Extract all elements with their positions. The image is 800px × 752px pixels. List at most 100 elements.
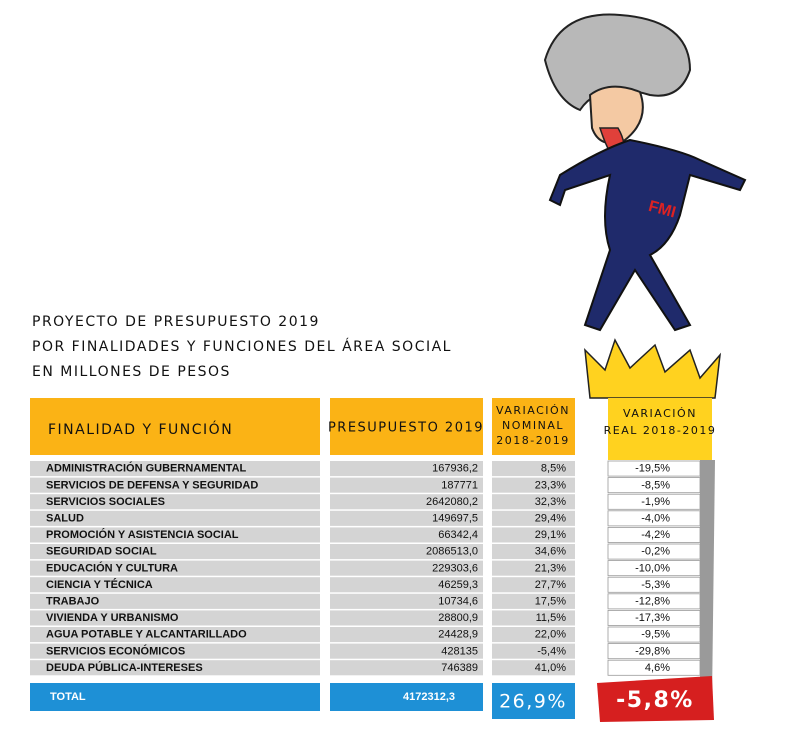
nominal-value: 21,3% [535, 562, 566, 574]
header-cell [30, 398, 320, 455]
row-cell [492, 527, 575, 543]
title-line: EN MILLONES DE PESOS [32, 364, 231, 380]
row-cell [330, 494, 483, 510]
row-cell [30, 627, 320, 643]
header-label: REAL 2018-2019 [604, 424, 717, 437]
header-label: NOMINAL [502, 419, 564, 432]
row-cell [30, 494, 320, 510]
nominal-value: 11,5% [536, 612, 567, 624]
budget-value: 167936,2 [432, 463, 478, 475]
row-cell [30, 544, 320, 560]
budget-value: 428135 [441, 645, 478, 657]
function-name: PROMOCIÓN Y ASISTENCIA SOCIAL [46, 528, 239, 541]
real-value: -19,5% [635, 463, 670, 475]
row-cell [492, 593, 575, 609]
header-label: 2018-2019 [496, 434, 569, 447]
row-cell [607, 477, 701, 494]
shirt-text: FMI [647, 198, 678, 222]
total-budget: 4172312,3 [403, 691, 455, 703]
header-label: PRESUPUESTO 2019 [328, 421, 484, 436]
row-cell [492, 577, 575, 593]
row-cell [607, 560, 701, 577]
nominal-value: 27,7% [535, 579, 566, 591]
header-cell [608, 398, 712, 460]
header-label: VARIACIÓN [496, 404, 570, 417]
row-cell [330, 643, 483, 659]
row-cell [330, 510, 483, 526]
row-cell [607, 527, 701, 543]
row-cell [30, 510, 320, 526]
row-cell [30, 593, 320, 609]
nominal-value: -5,4% [537, 645, 566, 657]
row-cell [30, 610, 320, 626]
row-cell [30, 527, 320, 543]
row-cell [330, 461, 483, 477]
header-cell [492, 398, 575, 455]
budget-value: 10734,6 [438, 596, 478, 608]
row-cell [607, 610, 701, 626]
row-cell [30, 643, 320, 659]
title-line: POR FINALIDADES Y FUNCIONES DEL ÁREA SOC… [32, 338, 452, 355]
real-value: -4,0% [641, 513, 670, 525]
nominal-value: 34,6% [535, 546, 566, 558]
row-cell [330, 477, 483, 493]
cartoon: FMI [543, 13, 747, 700]
function-name: SALUD [46, 513, 84, 525]
row-cell [492, 560, 575, 576]
title: PROYECTO DE PRESUPUESTO 2019 POR FINALIDA… [32, 314, 452, 380]
total-real: -5,8% [616, 688, 694, 713]
real-value: -0,2% [641, 546, 670, 558]
function-name: AGUA POTABLE Y ALCANTARILLADO [46, 629, 247, 641]
row-cell [330, 544, 483, 560]
nominal-value: 23,3% [535, 479, 566, 491]
function-name: VIVIENDA Y URBANISMO [46, 612, 179, 624]
row-cell [30, 660, 320, 676]
row-cell [330, 560, 483, 576]
real-value: -12,8% [635, 596, 670, 608]
real-value: -1,9% [641, 496, 670, 508]
row-cell [607, 460, 701, 477]
budget-value: 149697,5 [432, 513, 478, 525]
nominal-value: 8,5% [541, 463, 566, 475]
row-cell [330, 627, 483, 643]
budget-value: 28800,9 [438, 612, 478, 624]
header-cell [330, 398, 483, 455]
nominal-value: 32,3% [535, 496, 566, 508]
total-cell [597, 676, 714, 722]
row-cell [492, 544, 575, 560]
budget-value: 746389 [441, 662, 478, 674]
burst [584, 338, 722, 399]
row-cell [330, 527, 483, 543]
budget-value: 187771 [441, 479, 478, 491]
real-value: -8,5% [641, 479, 670, 491]
row-cell [330, 610, 483, 626]
body [548, 138, 747, 332]
budget-value: 46259,3 [438, 579, 478, 591]
real-value: -9,5% [641, 629, 670, 641]
nominal-value: 29,4% [535, 513, 566, 525]
table: FINALIDAD Y FUNCIÓN PRESUPUESTO 2019 VARIA… [30, 398, 717, 722]
function-name: CIENCIA Y TÉCNICA [46, 578, 153, 591]
real-value: 4,6% [645, 662, 670, 674]
row-cell [607, 659, 701, 676]
real-value: -5,3% [641, 579, 670, 591]
row-cell [492, 643, 575, 659]
row-cell [492, 627, 575, 643]
row-cell [330, 593, 483, 609]
function-name: SERVICIOS DE DEFENSA Y SEGURIDAD [46, 479, 258, 491]
row-cell [607, 510, 701, 527]
row-cell [607, 643, 701, 660]
nominal-value: 17,5% [535, 596, 566, 608]
nominal-value: 29,1% [535, 529, 566, 541]
row-cell [607, 493, 701, 510]
real-value: -10,0% [635, 562, 670, 574]
function-name: SEGURIDAD SOCIAL [46, 546, 157, 558]
nominal-value: 41,0% [535, 662, 566, 674]
budget-value: 2642080,2 [426, 496, 478, 508]
row-cell [330, 577, 483, 593]
real-value: -17,3% [635, 612, 670, 624]
budget-value: 66342,4 [438, 529, 478, 541]
hair [543, 13, 692, 112]
budget-value: 2086513,0 [426, 546, 478, 558]
